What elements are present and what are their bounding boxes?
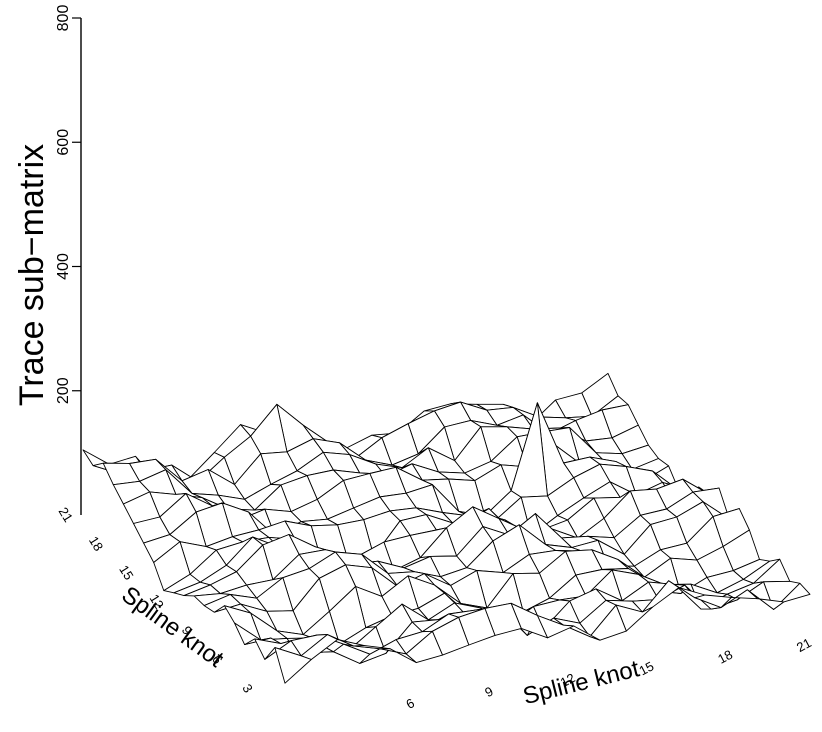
x-tick-label: 21 (794, 635, 814, 655)
y-tick-label: 18 (86, 534, 106, 554)
y-tick-label: 12 (147, 591, 167, 611)
z-axis-label: Trace sub−matrix (13, 144, 51, 406)
y-tick-label: 15 (116, 562, 136, 582)
x-tick-label: 12 (558, 670, 578, 690)
y-tick-label: 21 (56, 505, 76, 525)
y-tick-label: 3 (239, 681, 256, 695)
x-tick-label: 18 (715, 647, 735, 667)
z-axis-ticks: 200 400 600 800 (55, 5, 81, 404)
z-tick-label: 600 (55, 129, 72, 156)
surface-cell (274, 647, 312, 684)
z-tick-label: 400 (55, 253, 72, 280)
z-tick-label: 200 (55, 377, 72, 404)
x-tick-label: 15 (636, 658, 656, 678)
z-tick-label: 800 (55, 5, 72, 32)
x-axis-label: Spline knot (520, 655, 642, 710)
x-tick-label: 9 (482, 684, 495, 701)
surface-mesh (82, 372, 811, 684)
x-tick-label: 6 (403, 695, 416, 712)
